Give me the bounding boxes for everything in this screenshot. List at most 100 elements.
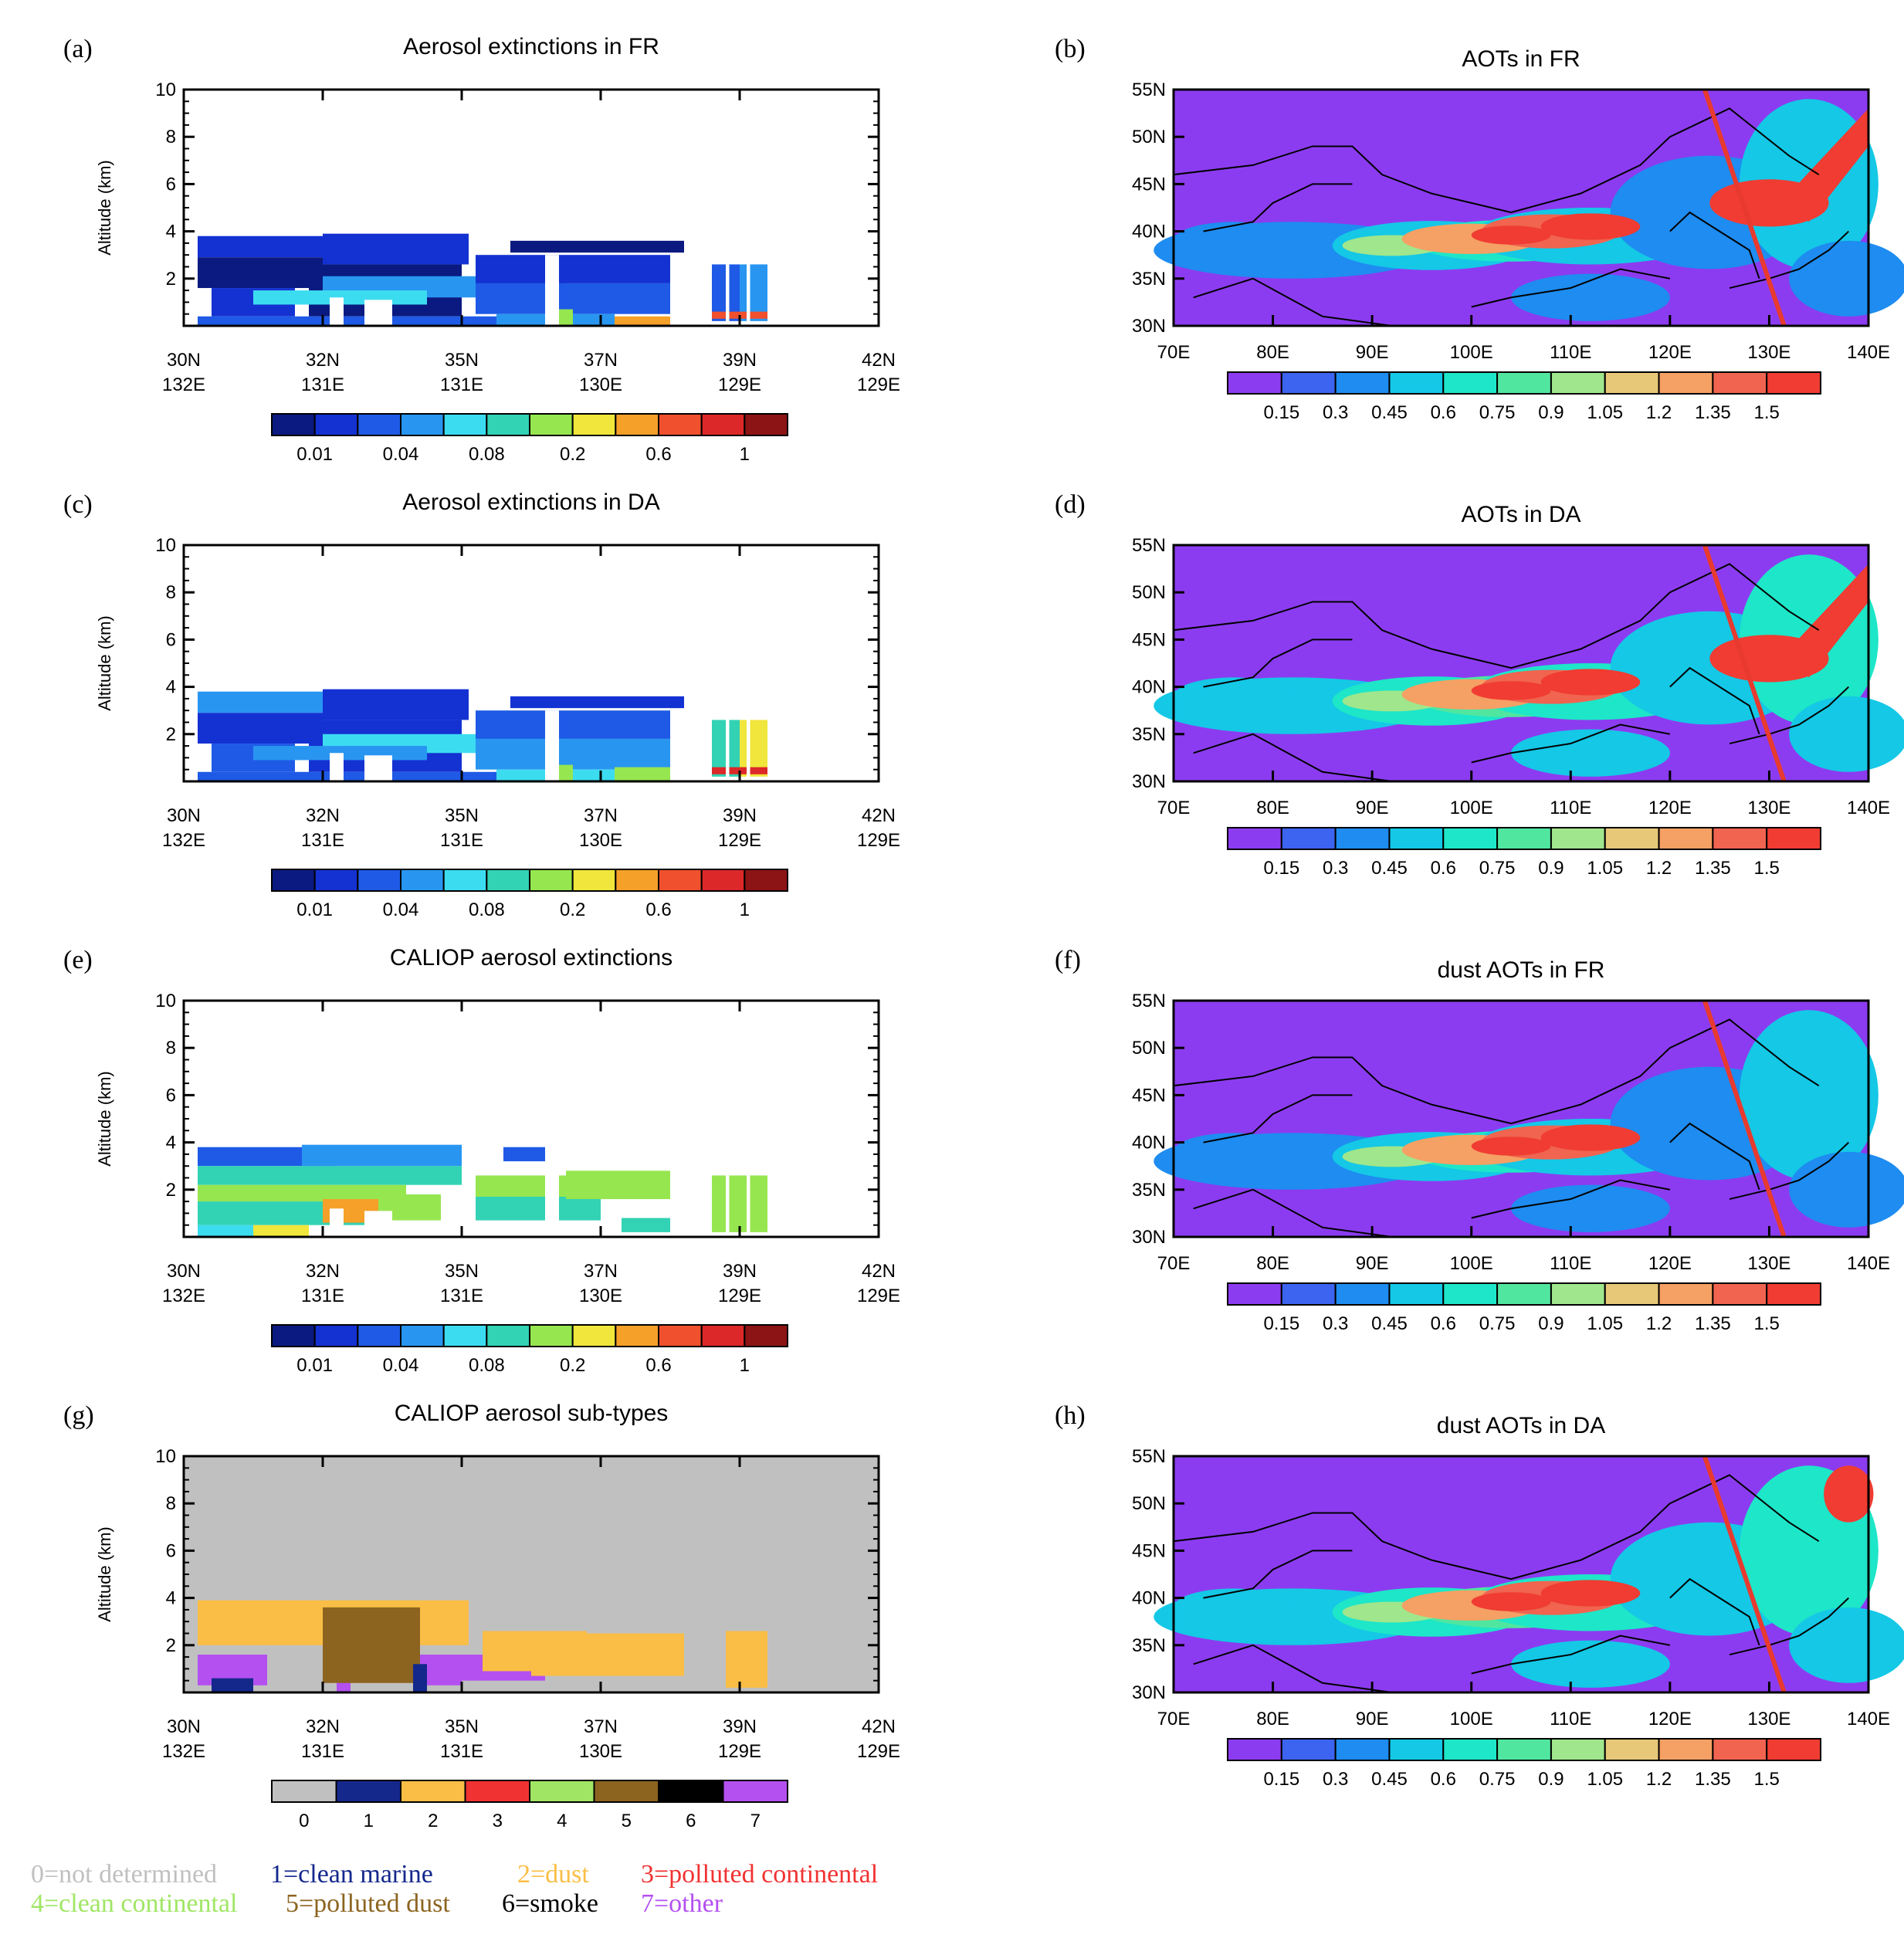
map-d: 30N 35N 40N 45N 50N 55N 70E 80E 90E 100E 110E 120E 1… [1055, 490, 1904, 879]
panel-label: (b) [1055, 35, 1086, 63]
panel-title: Aerosol extinctions in DA [402, 490, 660, 515]
x-tick-label: 130E [1747, 1709, 1791, 1729]
aot-zone-5 [1739, 1010, 1879, 1181]
x-tick-label-lon: 132E [162, 1286, 205, 1306]
data-gap-4 [726, 720, 730, 781]
y-tick-label: 2 [166, 269, 176, 290]
colorbar-box-10 [1766, 1282, 1822, 1306]
colorbar-label-5: 1 [740, 444, 750, 465]
x-tick-label-lon: 130E [579, 1286, 622, 1306]
colorbar-label-0: 0.01 [296, 444, 333, 465]
colorbar-box-6 [1550, 1738, 1606, 1761]
colorbar-label-3: 0.6 [1431, 1769, 1456, 1790]
border-line-3 [1729, 686, 1849, 745]
x-tick-label: 100E [1450, 342, 1493, 363]
colorbar-box-7 [1604, 827, 1660, 850]
panel-title: AOTs in DA [1461, 502, 1580, 527]
colorbar-box-3 [400, 413, 445, 436]
caliop-track-line [1702, 1000, 1787, 1238]
colorbar-label-6: 6 [686, 1811, 696, 1831]
colorbar-box-6 [1550, 371, 1606, 395]
y-tick-label: 4 [166, 1133, 176, 1154]
x-tick-label-lat: 42N [862, 350, 896, 371]
data-gap-4 [726, 1175, 730, 1237]
data-cell-4 [323, 1607, 420, 1683]
x-tick-label: 110E [1550, 342, 1591, 363]
caliop-track-line [1702, 89, 1787, 327]
y-tick-label: 8 [166, 1038, 176, 1059]
data-cell-3 [323, 689, 469, 720]
border-line-3 [1729, 1597, 1849, 1656]
colorbar-label-7: 1.2 [1646, 402, 1672, 423]
x-tick-label: 80E [1256, 798, 1289, 818]
aot-zone-7 [1174, 222, 1293, 260]
x-tick-label-lat: 30N [167, 805, 201, 826]
colorbar-label-0: 0.15 [1263, 1313, 1299, 1334]
colorbar-box-0 [1227, 1282, 1282, 1306]
dust-plume-4 [1471, 1592, 1551, 1611]
colorbar-label-5: 0.9 [1538, 1769, 1564, 1790]
colorbar-box-0 [271, 1324, 316, 1347]
border-line-4 [1471, 1179, 1671, 1219]
y-axis-label: Altitude (km) [95, 1071, 114, 1166]
border-line-1 [1203, 183, 1353, 232]
data-cell-8 [510, 696, 684, 709]
panel-title: Aerosol extinctions in FR [403, 34, 659, 59]
y-tick-label: 30N [1132, 1682, 1166, 1703]
y-tick-label: 50N [1132, 582, 1166, 603]
y-tick-label: 6 [166, 1085, 176, 1106]
data-cell-3 [323, 233, 469, 265]
x-tick-label: 90E [1356, 342, 1389, 363]
panel-label: (d) [1055, 490, 1086, 519]
panel-label: (g) [63, 1401, 94, 1430]
colorbar-box-4 [1442, 827, 1499, 850]
border-line-4 [1471, 1635, 1671, 1675]
colorbar-label-4: 0.75 [1479, 858, 1516, 879]
colorbar-box-10 [700, 869, 746, 892]
x-tick-label-lat: 39N [723, 350, 757, 371]
x-tick-label-lon: 129E [718, 1741, 761, 1762]
y-tick-label: 2 [166, 1635, 176, 1656]
colorbar-box-0 [1227, 1738, 1282, 1761]
cross-section-c: 2 4 6 8 10 Altitude (km) 30N 132E 32N 131E 35N 131E… [63, 490, 900, 920]
border-line-3 [1729, 230, 1849, 290]
aot-zone-8 [1511, 1184, 1670, 1232]
x-tick-label-lat: 32N [306, 1716, 340, 1737]
colorbar-label-2: 0.45 [1371, 402, 1408, 423]
data-gap-0 [330, 297, 344, 326]
data-cell-8 [510, 240, 684, 253]
data-gap-0 [330, 753, 344, 781]
colorbar-label-4: 0.75 [1479, 1313, 1516, 1334]
colorbar-label-2: 0.45 [1371, 858, 1408, 879]
x-tick-label: 90E [1356, 1253, 1389, 1274]
aot-zone-6 [1789, 240, 1904, 317]
colorbar-box-1 [1280, 371, 1337, 395]
colorbar-box-10 [1766, 1738, 1822, 1761]
dust-plume-3 [1540, 213, 1641, 240]
y-tick-label: 10 [155, 535, 176, 556]
colorbar-box-5 [486, 413, 530, 436]
colorbar-box-1 [313, 1324, 359, 1347]
x-tick-label-lat: 30N [167, 1261, 201, 1282]
data-gap-1 [364, 300, 392, 326]
colorbar-box-7 [1604, 371, 1660, 395]
data-cell-8 [302, 1144, 462, 1167]
colorbar-label-9: 1.5 [1753, 1313, 1779, 1334]
x-tick-label-lat: 30N [167, 350, 201, 371]
x-tick-label: 120E [1648, 1709, 1692, 1729]
data-gap-0 [330, 1208, 344, 1237]
data-cell-11 [476, 1196, 601, 1221]
colorbar-box-6 [1550, 827, 1606, 850]
border-line-0 [1173, 107, 1820, 214]
x-tick-label-lat: 32N [306, 350, 340, 371]
colorbar-box-7 [722, 1780, 788, 1803]
x-tick-label-lat: 39N [723, 805, 757, 826]
plot-frame [1172, 544, 1870, 783]
x-tick-label: 120E [1648, 1253, 1692, 1274]
y-tick-label: 8 [166, 582, 176, 603]
y-axis-label: Altitude (km) [95, 615, 114, 710]
data-cell-2 [212, 1678, 253, 1692]
colorbar-box-2 [1334, 1738, 1391, 1761]
data-gap-1 [364, 755, 392, 781]
colorbar-box-3 [1388, 371, 1445, 395]
